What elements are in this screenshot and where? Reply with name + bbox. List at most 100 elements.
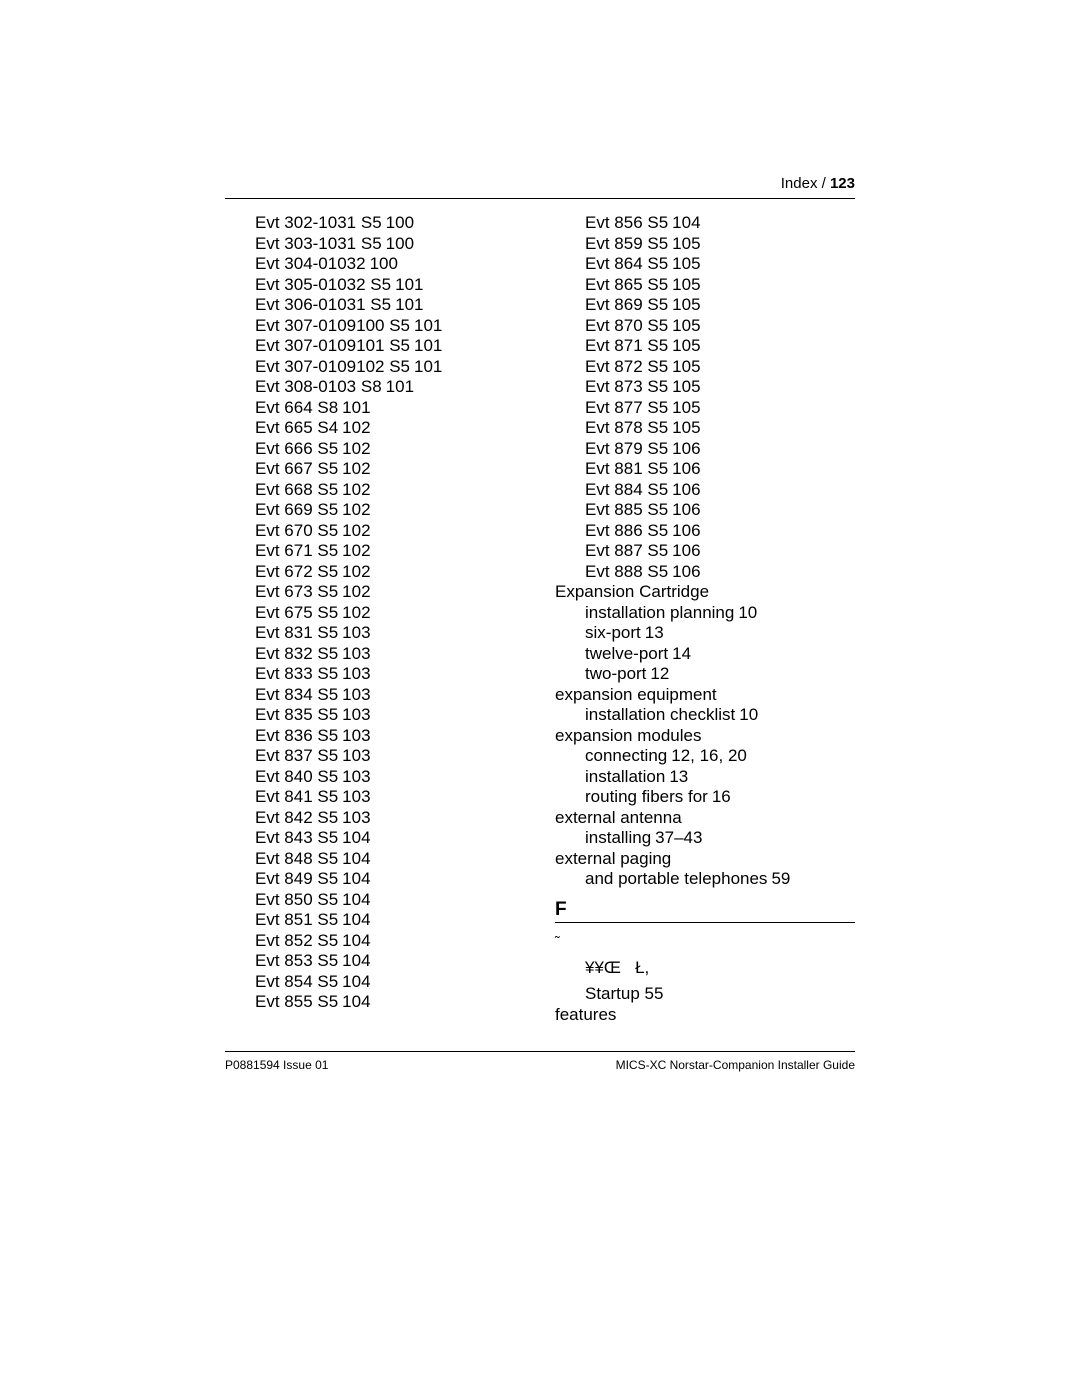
index-entry: installation planning 10: [555, 603, 855, 624]
index-entry: Evt 843 S5 104: [225, 828, 525, 849]
index-entry-text: Evt 848 S5: [255, 849, 338, 870]
index-entry-text: installing: [585, 828, 651, 849]
index-entry-text: Evt 308-0103 S8: [255, 377, 382, 398]
index-entry-text: Evt 887 S5: [585, 541, 668, 562]
index-entry: Evt 673 S5 102: [225, 582, 525, 603]
index-entry: Evt 307-0109102 S5 101: [225, 357, 525, 378]
index-entry-pages: 106: [668, 562, 700, 583]
index-entry: Evt 872 S5 105: [555, 357, 855, 378]
index-entry-text: Evt 854 S5: [255, 972, 338, 993]
index-entry-pages: 102: [338, 418, 370, 439]
index-entry-text: Evt 850 S5: [255, 890, 338, 911]
index-entry: expansion equipment: [555, 685, 855, 706]
index-entry-pages: 103: [338, 685, 370, 706]
index-entry-text: Evt 831 S5: [255, 623, 338, 644]
index-entry: Evt 878 S5 105: [555, 418, 855, 439]
index-entry: Evt 667 S5 102: [225, 459, 525, 480]
index-entry-pages: 104: [338, 972, 370, 993]
index-entry-text: Evt 671 S5: [255, 541, 338, 562]
running-header: Index / 123: [225, 175, 855, 199]
index-entry-pages: 102: [338, 562, 370, 583]
index-entry: Evt 835 S5 103: [225, 705, 525, 726]
index-entry-pages: 102: [338, 480, 370, 501]
index-entry-text: Evt 834 S5: [255, 685, 338, 706]
index-entry-text: Evt 886 S5: [585, 521, 668, 542]
index-entry-pages: 104: [338, 849, 370, 870]
index-entry-text: six-port: [585, 623, 641, 644]
index-entry-pages: 101: [382, 377, 414, 398]
index-entry: Evt 873 S5 105: [555, 377, 855, 398]
index-entry-pages: 105: [668, 377, 700, 398]
index-entry: Evt 848 S5 104: [225, 849, 525, 870]
index-entry: Evt 869 S5 105: [555, 295, 855, 316]
index-entry: installation checklist 10: [555, 705, 855, 726]
index-page: Index / 123 Evt 302-1031 S5 100Evt 303-1…: [0, 0, 1080, 1397]
index-entry-pages: 105: [668, 398, 700, 419]
index-entry-pages: 106: [668, 541, 700, 562]
index-entry-pages: 100: [366, 254, 398, 275]
index-entry-text: Evt 833 S5: [255, 664, 338, 685]
index-entry-pages: 106: [668, 521, 700, 542]
index-entry: Evt 871 S5 105: [555, 336, 855, 357]
index-entry-text: Evt 869 S5: [585, 295, 668, 316]
index-entry: Evt 669 S5 102: [225, 500, 525, 521]
index-entry: Evt 852 S5 104: [225, 931, 525, 952]
index-entry: Evt 665 S4 102: [225, 418, 525, 439]
footer-right: MICS-XC Norstar-Companion Installer Guid…: [616, 1058, 855, 1072]
index-entry-text: Evt 305-01032 S5: [255, 275, 391, 296]
index-entry-text: Evt 864 S5: [585, 254, 668, 275]
index-entry-pages: 106: [668, 500, 700, 521]
index-entry-text: Evt 837 S5: [255, 746, 338, 767]
index-entry-pages: 13: [641, 623, 664, 644]
index-entry: Evt 304-01032 100: [225, 254, 525, 275]
index-entry-pages: 59: [767, 869, 790, 890]
index-entry-text: installation checklist: [585, 705, 735, 726]
glitch-tilde: ˜: [555, 931, 855, 952]
index-columns: Evt 302-1031 S5 100Evt 303-1031 S5 100Ev…: [225, 213, 855, 1025]
index-entry: Evt 842 S5 103: [225, 808, 525, 829]
index-entry-text: Evt 885 S5: [585, 500, 668, 521]
index-entry: Evt 840 S5 103: [225, 767, 525, 788]
index-entry-pages: 103: [338, 787, 370, 808]
index-entry-text: Evt 852 S5: [255, 931, 338, 952]
index-entry: Evt 672 S5 102: [225, 562, 525, 583]
index-entry-pages: 106: [668, 459, 700, 480]
index-entry: Evt 855 S5 104: [225, 992, 525, 1013]
index-entry-pages: 102: [338, 439, 370, 460]
index-entry: Evt 864 S5 105: [555, 254, 855, 275]
index-entry-pages: 101: [391, 295, 423, 316]
index-entry-text: Evt 849 S5: [255, 869, 338, 890]
index-entry-pages: 14: [668, 644, 691, 665]
index-entry-pages: 106: [668, 480, 700, 501]
index-entry: expansion modules: [555, 726, 855, 747]
index-entry: twelve-port 14: [555, 644, 855, 665]
index-entry-text: Evt 836 S5: [255, 726, 338, 747]
index-entry: Evt 859 S5 105: [555, 234, 855, 255]
index-entry-text: Evt 675 S5: [255, 603, 338, 624]
index-entry-text: Evt 865 S5: [585, 275, 668, 296]
index-entry: Evt 307-0109101 S5 101: [225, 336, 525, 357]
index-entry: Evt 836 S5 103: [225, 726, 525, 747]
index-entry: Evt 887 S5 106: [555, 541, 855, 562]
index-entry-pages: 103: [338, 623, 370, 644]
index-entry: Evt 856 S5 104: [555, 213, 855, 234]
index-entry-text: Evt 872 S5: [585, 357, 668, 378]
index-entry-pages: 105: [668, 295, 700, 316]
index-entry-text: Evt 664 S8: [255, 398, 338, 419]
index-entry-pages: 103: [338, 705, 370, 726]
index-entry-text: installation: [585, 767, 665, 788]
index-entry-pages: 105: [668, 275, 700, 296]
index-entry-text: Evt 888 S5: [585, 562, 668, 583]
index-entry: Evt 306-01031 S5 101: [225, 295, 525, 316]
index-entry: Evt 834 S5 103: [225, 685, 525, 706]
index-entry-text: Evt 668 S5: [255, 480, 338, 501]
index-entry-text: external antenna: [555, 808, 682, 829]
index-entry-pages: 103: [338, 726, 370, 747]
glitch-line-3: features: [555, 1005, 855, 1026]
index-entry: Evt 888 S5 106: [555, 562, 855, 583]
index-entry-pages: 104: [338, 992, 370, 1013]
index-entry: Evt 849 S5 104: [225, 869, 525, 890]
index-entry-pages: 104: [338, 828, 370, 849]
index-entry: Evt 851 S5 104: [225, 910, 525, 931]
index-entry-text: Evt 878 S5: [585, 418, 668, 439]
